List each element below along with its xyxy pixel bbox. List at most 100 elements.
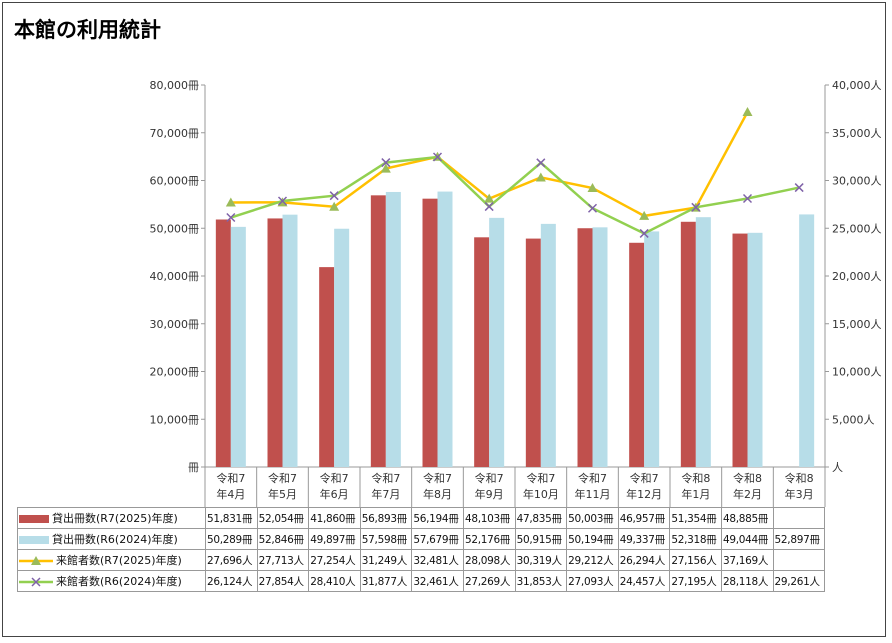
bar-r6	[644, 231, 660, 467]
table-cell: 26,294人	[617, 549, 671, 571]
marker-triangle	[587, 183, 598, 193]
right-tick-label: 5,000人	[832, 413, 875, 426]
legend-label: 来館者数(R6(2024)年度)	[56, 575, 182, 588]
category-label: 令和7	[320, 471, 349, 485]
table-cell: 52,846冊	[256, 528, 310, 550]
legend-key-bar	[19, 515, 49, 523]
category-label: 令和7	[216, 471, 245, 485]
bar-r7	[370, 195, 386, 467]
table-cell: 49,044冊	[720, 528, 774, 550]
table-cell: 26,124人	[205, 570, 258, 592]
marker-x	[277, 196, 288, 206]
table-cell: 51,831冊	[205, 507, 258, 529]
table-cell	[772, 549, 826, 571]
marker-triangle	[742, 107, 753, 117]
table-cell: 50,915冊	[514, 528, 568, 550]
legend-label: 来館者数(R7(2025)年度)	[56, 554, 182, 567]
legend-entry: 貸出冊数(R6(2024)年度)	[17, 528, 206, 550]
table-cell: 52,054冊	[256, 507, 310, 529]
right-tick-label: 15,000人	[832, 318, 882, 331]
marker-x	[794, 183, 804, 193]
table-cell: 28,098人	[462, 549, 516, 571]
table-cell: 50,003冊	[566, 507, 619, 529]
left-tick-label: 30,000冊	[150, 318, 200, 331]
marker-triangle	[639, 210, 650, 220]
table-cell: 41,860冊	[308, 507, 361, 529]
table-cell: 30,319人	[514, 549, 568, 571]
table-cell: 29,261人	[772, 570, 826, 592]
bar-r6	[385, 191, 401, 467]
table-cell: 32,461人	[411, 570, 464, 592]
category-label: 令和7	[526, 471, 555, 485]
table-cell	[772, 507, 826, 529]
table-cell: 51,354冊	[669, 507, 722, 529]
right-tick-label: 20,000人	[832, 270, 882, 283]
bar-r7	[629, 242, 645, 467]
table-cell: 49,897冊	[308, 528, 361, 550]
right-tick-label: 30,000人	[832, 175, 882, 188]
category-label: 年1月	[681, 487, 710, 501]
bar-r7	[680, 221, 696, 467]
category-label: 令和8	[785, 471, 814, 485]
category-label: 令和7	[475, 471, 504, 485]
bar-r6	[695, 217, 711, 467]
legend-label: 貸出冊数(R7(2025)年度)	[52, 512, 178, 525]
category-label: 年8月	[423, 487, 452, 501]
table-cell: 48,885冊	[720, 507, 774, 529]
bar-r7	[474, 237, 490, 467]
table-cell: 46,957冊	[617, 507, 671, 529]
category-label: 年3月	[785, 487, 814, 501]
left-tick-label: 40,000冊	[150, 270, 200, 283]
bar-r7	[422, 198, 438, 467]
bar-r6	[334, 228, 350, 467]
table-cell: 27,713人	[256, 549, 310, 571]
table-cell: 27,269人	[462, 570, 516, 592]
bar-r7	[319, 267, 335, 467]
chart-title: 本館の利用統計	[14, 18, 161, 42]
bar-r7	[577, 228, 593, 467]
marker-triangle	[329, 201, 340, 211]
marker-triangle	[380, 163, 391, 173]
table-cell: 52,897冊	[772, 528, 826, 550]
bar-r7	[267, 218, 283, 467]
left-tick-label: 50,000冊	[150, 222, 200, 235]
category-label: 令和7	[371, 471, 400, 485]
marker-x	[742, 193, 753, 204]
category-label: 令和7	[578, 471, 607, 485]
table-cell: 24,457人	[617, 570, 671, 592]
table-row: 来館者数(R6(2024)年度) 26,124人 27,854人 28,410人 31,…	[17, 570, 826, 592]
marker-x	[536, 158, 546, 168]
category-label: 年12月	[626, 487, 662, 501]
bar-r6	[799, 214, 815, 467]
table-cell: 52,176冊	[462, 528, 516, 550]
table-row: 貸出冊数(R7(2025)年度) 51,831冊 52,054冊 41,860冊 56,…	[17, 507, 826, 529]
table-cell: 48,103冊	[462, 507, 516, 529]
chart-frame	[2, 2, 886, 637]
legend-entry: 来館者数(R6(2024)年度)	[17, 570, 206, 592]
table-cell: 27,854人	[256, 570, 310, 592]
table-cell: 31,853人	[514, 570, 568, 592]
bar-r6	[540, 223, 556, 467]
table-cell: 27,156人	[669, 549, 722, 571]
right-tick-label: 25,000人	[832, 222, 882, 235]
category-label: 年10月	[523, 487, 559, 501]
table-cell: 29,212人	[566, 549, 619, 571]
category-label: 年11月	[575, 487, 611, 501]
left-tick-label: 20,000冊	[150, 366, 200, 379]
table-cell: 27,093人	[566, 570, 619, 592]
marker-x	[226, 212, 236, 223]
marker-x	[639, 228, 649, 238]
bar-r6	[592, 227, 608, 467]
legend-entry: 貸出冊数(R7(2025)年度)	[17, 507, 206, 529]
table-cell: 57,679冊	[411, 528, 464, 550]
right-tick-label: 人	[832, 461, 843, 474]
bar-r6	[747, 232, 763, 467]
category-label: 令和7	[423, 471, 452, 485]
bar-r6	[282, 214, 298, 467]
marker-triangle	[225, 197, 236, 207]
table-cell: 56,893冊	[359, 507, 413, 529]
table-row: 貸出冊数(R6(2024)年度) 50,289冊 52,846冊 49,897冊 57,…	[17, 528, 826, 550]
category-label: 年4月	[216, 487, 245, 501]
left-tick-label: 10,000冊	[150, 413, 200, 426]
